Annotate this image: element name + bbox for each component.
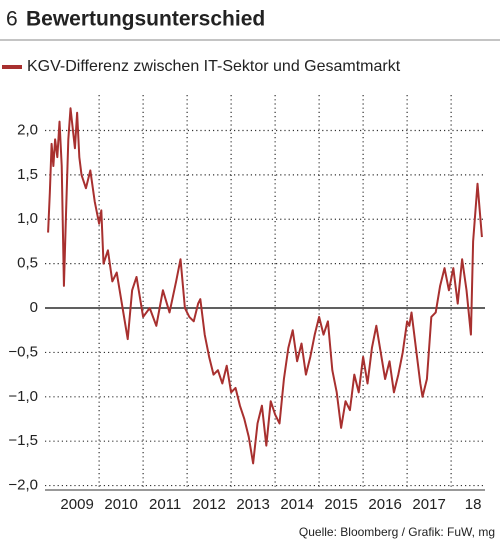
y-tick-label: −2,0 xyxy=(8,477,38,494)
legend-label: KGV-Differenz zwischen IT-Sektor und Ges… xyxy=(27,58,401,75)
x-tick-label: 2014 xyxy=(280,496,313,513)
x-tick-label: 2017 xyxy=(412,496,445,513)
x-tick-label: 2010 xyxy=(104,496,137,513)
x-tick-label: 18 xyxy=(465,496,482,513)
data-line xyxy=(47,107,483,465)
y-tick-label: 2,0 xyxy=(17,121,38,138)
y-tick-label: 1,5 xyxy=(17,166,38,183)
source: Quelle: Bloomberg / Grafik: FuW, mg xyxy=(299,525,495,539)
x-tick-label: 2011 xyxy=(149,496,181,513)
y-tick-label: 0 xyxy=(30,299,38,316)
x-tick-label: 2013 xyxy=(236,496,269,513)
chart-number: 6 xyxy=(6,8,18,31)
chart-title: Bewertungsunterschied xyxy=(26,8,265,31)
x-tick-label: 2012 xyxy=(192,496,225,513)
y-tick-label: 0,5 xyxy=(17,255,38,272)
y-tick-label: −1,5 xyxy=(8,432,38,449)
x-tick-label: 2009 xyxy=(60,496,93,513)
x-tick-label: 2016 xyxy=(368,496,401,513)
y-tick-label: 1,0 xyxy=(17,210,38,227)
x-tick-label: 2015 xyxy=(324,496,357,513)
y-tick-label: −1,0 xyxy=(8,388,38,405)
y-tick-label: −0,5 xyxy=(8,343,38,360)
